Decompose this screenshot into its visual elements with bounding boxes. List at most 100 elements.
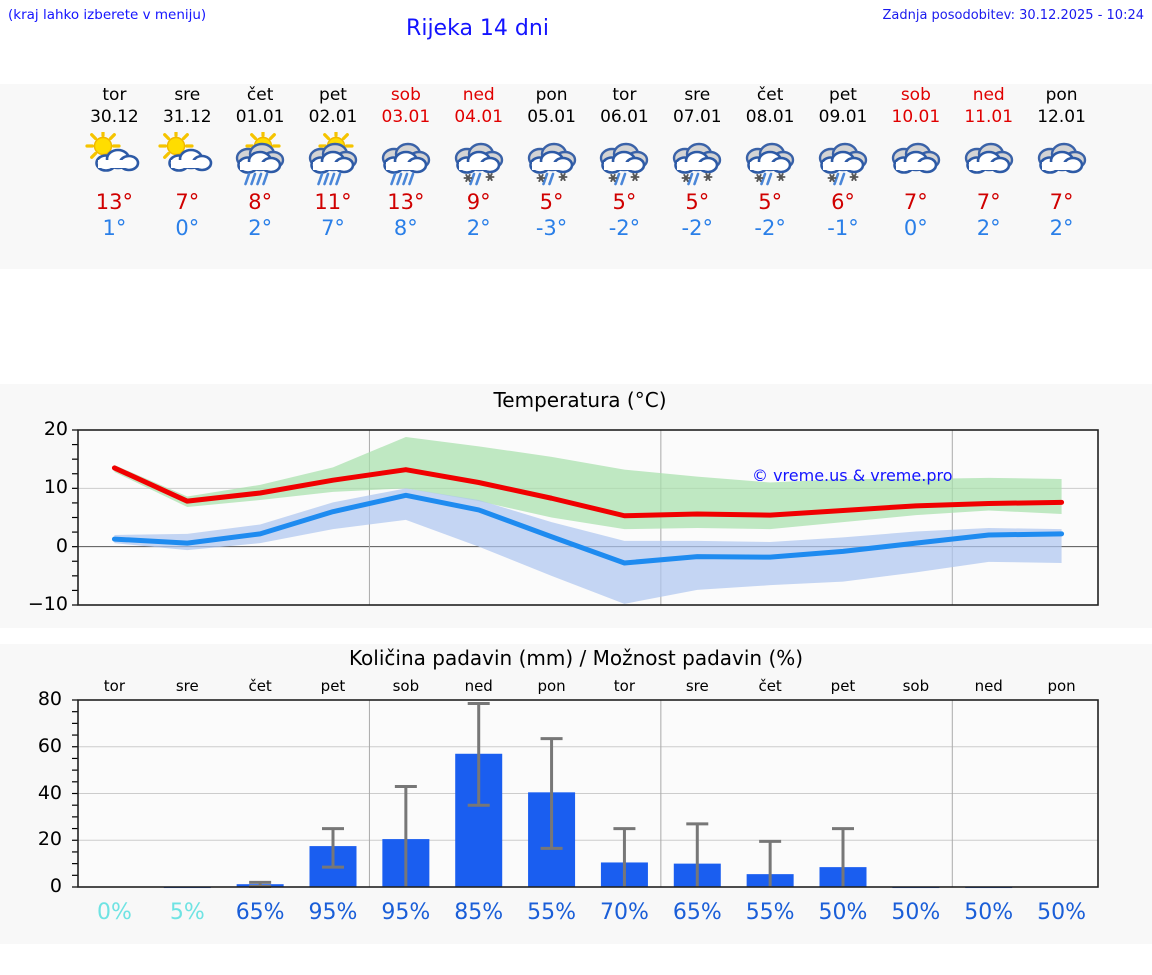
precipitation-x-tick-label: ned: [464, 677, 493, 695]
precipitation-x-tick-label: pon: [1047, 677, 1076, 695]
day-of-week-label: sre: [174, 85, 201, 105]
cloud-sleet-icon: [513, 131, 591, 189]
cloud-icon: [950, 131, 1028, 189]
precipitation-probability-label: 50%: [1037, 900, 1087, 925]
day-date-label: 10.01: [891, 107, 941, 127]
day-of-week-label: pet: [829, 85, 857, 105]
precipitation-y-tick-label: 0: [49, 875, 62, 897]
day-of-week-label: ned: [972, 85, 1005, 105]
min-temperature-value: 2°: [248, 216, 273, 240]
precipitation-x-tick-label: sre: [685, 677, 709, 695]
day-date-label: 04.01: [454, 107, 504, 127]
temperature-chart-title: Temperatura (°C): [493, 388, 667, 412]
max-temperature-value: 5°: [758, 190, 783, 214]
day-column[interactable]: sre 31.12 7° 0°: [148, 84, 226, 241]
day-column[interactable]: ned 11.01 7° 2°: [950, 84, 1028, 241]
max-temperature-value: 5°: [612, 190, 637, 214]
last-update-text: Zadnja posodobitev: 30.12.2025 - 10:24: [882, 8, 1144, 23]
precipitation-x-tick-label: čet: [758, 677, 782, 695]
min-temperature-value: 0°: [175, 216, 200, 240]
day-of-week-label: pon: [535, 85, 568, 105]
temperature-range-band: [114, 488, 1062, 604]
day-of-week-label: tor: [102, 85, 127, 105]
sun-cloud-rain-icon: [294, 131, 372, 189]
max-temperature-value: 7°: [1049, 190, 1074, 214]
precipitation-y-tick-label: 20: [37, 828, 62, 851]
day-column[interactable]: ned 04.01 9° 2°: [440, 84, 518, 241]
precipitation-probability-label: 65%: [235, 900, 285, 925]
precipitation-y-tick-label: 80: [37, 688, 62, 710]
temperature-y-tick-label: 0: [55, 534, 68, 557]
day-column[interactable]: pet 02.01 11° 7°: [294, 84, 372, 241]
min-temperature-value: 0°: [903, 216, 928, 240]
day-date-label: 02.01: [308, 107, 358, 127]
precipitation-x-tick-label: sre: [175, 677, 199, 695]
day-date-label: 12.01: [1037, 107, 1086, 127]
min-temperature-value: -2°: [608, 216, 641, 240]
max-temperature-value: 13°: [95, 190, 134, 214]
precipitation-chart-svg: [72, 699, 1099, 889]
max-temperature-value: 7°: [976, 190, 1001, 214]
day-column[interactable]: pon 05.01 5° -3°: [513, 84, 591, 241]
day-column[interactable]: čet 08.01 5° -2°: [731, 84, 809, 241]
day-date-label: 31.12: [162, 107, 212, 127]
day-column[interactable]: tor 06.01 5° -2°: [585, 84, 663, 241]
precipitation-x-tick-label: sob: [902, 677, 930, 695]
sun-cloud-rain-icon: [221, 131, 299, 189]
precipitation-y-tick-label: 60: [37, 734, 62, 757]
precipitation-y-tick-label: 40: [37, 781, 62, 804]
day-column[interactable]: pon 12.01 7° 2°: [1023, 84, 1101, 241]
day-of-week-label: tor: [612, 85, 637, 105]
precipitation-probability-label: 50%: [891, 900, 941, 925]
day-date-label: 05.01: [527, 107, 576, 127]
cloud-sleet-icon: [585, 131, 663, 189]
precipitation-x-tick-label: sob: [392, 677, 420, 695]
menu-hint-text: (kraj lahko izberete v meniju): [8, 7, 207, 23]
day-column[interactable]: pet 09.01 6° -1°: [804, 84, 882, 241]
cloud-sleet-icon: [804, 131, 882, 189]
min-temperature-value: -1°: [827, 216, 859, 240]
day-of-week-label: sob: [900, 85, 931, 105]
day-date-label: 11.01: [964, 107, 1014, 127]
copyright-watermark: © vreme.us & vreme.pro: [752, 466, 953, 485]
max-temperature-value: 7°: [903, 190, 928, 214]
temperature-chart-section: Temperatura (°C) 20 10 0 −10: [0, 384, 1152, 628]
day-column[interactable]: tor 30.12 13° 1°: [75, 84, 153, 241]
temperature-series-line: [111, 465, 1065, 519]
min-temperature-value: 7°: [321, 216, 345, 240]
temperature-y-tick-label: 10: [43, 476, 68, 499]
day-column[interactable]: sob 03.01 13° 8°: [367, 84, 445, 241]
precipitation-probability-label: 85%: [454, 900, 504, 925]
temperature-y-tick-label: 20: [43, 418, 68, 440]
sun-cloud-icon: [148, 131, 226, 189]
day-of-week-label: pet: [319, 85, 347, 105]
min-temperature-value: 8°: [393, 216, 418, 240]
day-of-week-label: čet: [756, 85, 784, 105]
max-temperature-value: 9°: [466, 190, 491, 214]
precipitation-chart-title: Količina padavin (mm) / Možnost padavin …: [348, 646, 804, 670]
temperature-chart-svg: [72, 429, 1099, 606]
min-temperature-value: -2°: [681, 216, 713, 240]
day-date-label: 09.01: [818, 107, 868, 127]
day-of-week-label: čet: [246, 85, 274, 105]
day-of-week-label: sob: [390, 85, 421, 105]
max-temperature-value: 6°: [831, 190, 855, 214]
max-temperature-value: 5°: [539, 190, 564, 214]
precipitation-probability-label: 55%: [745, 900, 795, 925]
day-of-week-label: ned: [462, 85, 495, 105]
precipitation-x-tick-label: čet: [248, 677, 272, 695]
max-temperature-value: 11°: [314, 190, 352, 214]
precipitation-plot: [0, 644, 1152, 944]
precipitation-probability-label: 5%: [169, 900, 205, 925]
precipitation-x-tick-label: pet: [320, 677, 346, 695]
forecast-day-strip: tor 30.12 13° 1° sre 31.12 7° 0° čet 01.01 8° 2° pet…: [0, 84, 1152, 269]
day-column[interactable]: sre 07.01 5° -2°: [658, 84, 736, 241]
cloud-sleet-icon: [658, 131, 736, 189]
precipitation-probability-label: 50%: [818, 900, 868, 925]
precipitation-probability-label: 95%: [381, 900, 431, 925]
cloud-sleet-icon: [731, 131, 809, 189]
day-column[interactable]: sob 10.01 7° 0°: [877, 84, 955, 241]
cloud-rain-icon: [367, 131, 445, 189]
day-column[interactable]: čet 01.01 8° 2°: [221, 84, 299, 241]
precipitation-x-tick-label: pon: [537, 677, 566, 695]
